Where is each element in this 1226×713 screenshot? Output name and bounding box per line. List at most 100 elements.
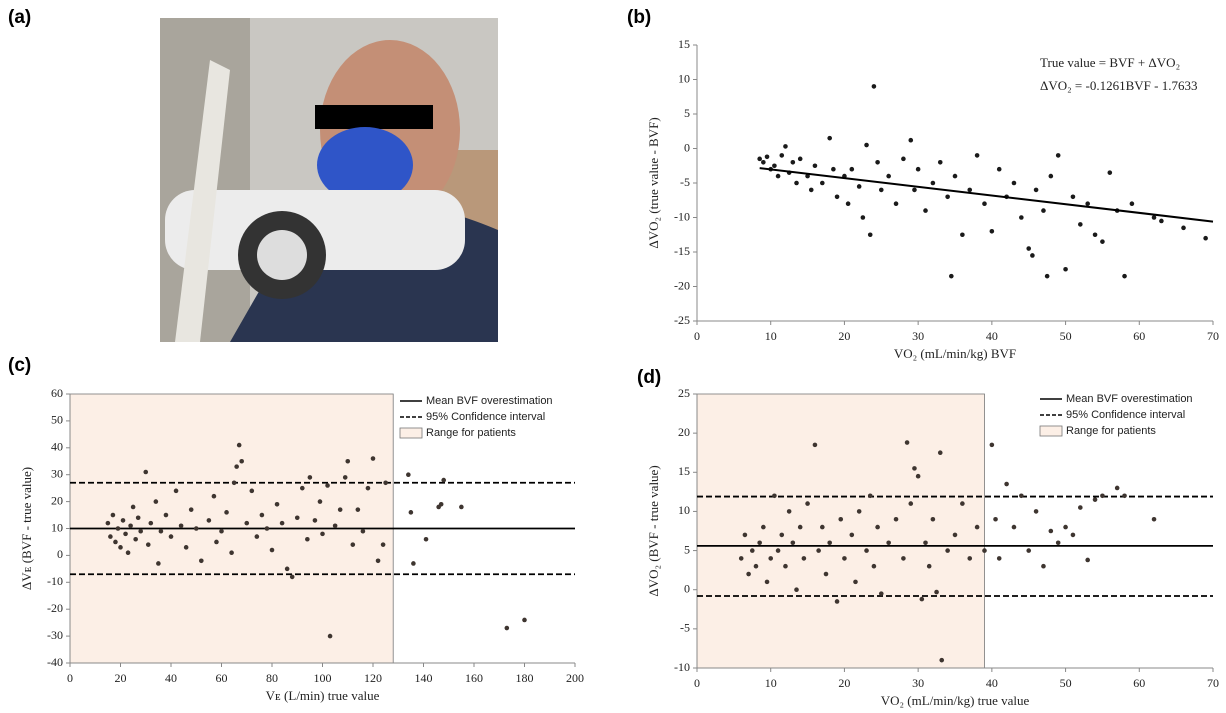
x-tick-label: 50 bbox=[1060, 329, 1072, 343]
legend-label: Mean BVF overestimation bbox=[426, 395, 553, 407]
point bbox=[1041, 208, 1046, 213]
point bbox=[790, 160, 796, 165]
point bbox=[989, 442, 995, 448]
point bbox=[279, 520, 285, 526]
point bbox=[128, 523, 133, 529]
x-tick-label: 0 bbox=[694, 329, 700, 343]
x-tick-label: 160 bbox=[465, 671, 483, 685]
point bbox=[1070, 194, 1076, 200]
point bbox=[312, 518, 318, 523]
point bbox=[244, 520, 250, 526]
point bbox=[1011, 524, 1017, 530]
point bbox=[794, 587, 799, 593]
y-tick-label: -5 bbox=[680, 175, 690, 189]
x-tick-label: 80 bbox=[266, 671, 278, 685]
y-tick-label: 20 bbox=[51, 493, 63, 507]
point bbox=[143, 469, 149, 475]
point bbox=[300, 485, 305, 491]
point bbox=[827, 540, 832, 546]
point bbox=[753, 563, 759, 569]
point bbox=[772, 163, 777, 169]
y-tick-label: -10 bbox=[674, 660, 690, 674]
y-tick-label: -20 bbox=[674, 278, 690, 292]
point bbox=[1044, 273, 1050, 279]
point bbox=[878, 591, 884, 596]
point bbox=[317, 499, 323, 504]
point bbox=[522, 617, 527, 623]
legend-label: Range for patients bbox=[426, 427, 516, 439]
point bbox=[923, 208, 928, 213]
legend-swatch bbox=[399, 427, 423, 439]
point bbox=[105, 520, 111, 526]
point bbox=[1048, 528, 1054, 534]
point bbox=[996, 556, 1002, 561]
point bbox=[441, 477, 447, 483]
point bbox=[919, 596, 925, 602]
point bbox=[305, 536, 310, 542]
annotation: True value = BVF + ΔVO₂ bbox=[1040, 55, 1180, 70]
y-tick-label: -40 bbox=[47, 655, 63, 669]
point bbox=[827, 135, 832, 141]
point bbox=[130, 504, 136, 510]
point bbox=[307, 475, 313, 480]
point bbox=[269, 547, 275, 553]
y-tick-label: -5 bbox=[680, 621, 690, 635]
point bbox=[875, 160, 880, 165]
point bbox=[820, 180, 825, 186]
point bbox=[901, 556, 906, 561]
y-tick-label: 0 bbox=[684, 581, 690, 595]
annotation: ΔVO₂ = -0.1261BVF - 1.7633 bbox=[1040, 78, 1197, 93]
x-tick-label: 60 bbox=[1133, 329, 1145, 343]
point bbox=[926, 563, 932, 569]
x-tick-label: 10 bbox=[765, 329, 777, 343]
point bbox=[761, 160, 766, 165]
point bbox=[867, 493, 873, 499]
point bbox=[786, 509, 792, 514]
point bbox=[206, 518, 212, 523]
y-tick-label: 10 bbox=[678, 503, 690, 517]
point bbox=[178, 523, 184, 529]
point bbox=[915, 166, 921, 172]
point bbox=[867, 232, 873, 238]
point bbox=[1159, 218, 1164, 224]
y-tick-label: 5 bbox=[684, 542, 690, 556]
point bbox=[816, 548, 821, 553]
point bbox=[214, 539, 219, 545]
point bbox=[423, 536, 429, 542]
point bbox=[783, 144, 788, 149]
regression-line bbox=[759, 167, 1214, 223]
y-axis-label: ΔVO₂ (true value - BVF) bbox=[646, 117, 661, 248]
point bbox=[173, 488, 179, 494]
x-tick-label: 30 bbox=[912, 329, 924, 343]
y-tick-label: 40 bbox=[51, 440, 63, 454]
point bbox=[115, 526, 121, 531]
point bbox=[952, 173, 958, 179]
point bbox=[1055, 153, 1061, 158]
point bbox=[864, 142, 869, 148]
point bbox=[856, 509, 862, 514]
y-tick-label: 25 bbox=[678, 386, 690, 400]
point bbox=[797, 156, 803, 162]
point bbox=[974, 524, 980, 530]
point bbox=[901, 156, 906, 162]
point bbox=[1203, 235, 1208, 241]
y-tick-label: -20 bbox=[47, 601, 63, 615]
point bbox=[188, 507, 194, 512]
y-tick-label: -25 bbox=[674, 313, 690, 327]
point bbox=[904, 440, 910, 445]
legend-label: 95% Confidence interval bbox=[426, 411, 545, 423]
point bbox=[871, 563, 877, 569]
point bbox=[982, 548, 987, 553]
y-tick-label: 15 bbox=[678, 37, 690, 51]
point bbox=[923, 540, 928, 546]
point bbox=[383, 480, 388, 486]
point bbox=[967, 187, 973, 193]
y-tick-label: 10 bbox=[678, 71, 690, 85]
x-tick-label: 70 bbox=[1207, 676, 1219, 690]
point bbox=[1011, 180, 1017, 186]
y-tick-label: 60 bbox=[51, 386, 63, 400]
point bbox=[1085, 557, 1090, 563]
point bbox=[123, 531, 128, 537]
point bbox=[229, 550, 234, 556]
